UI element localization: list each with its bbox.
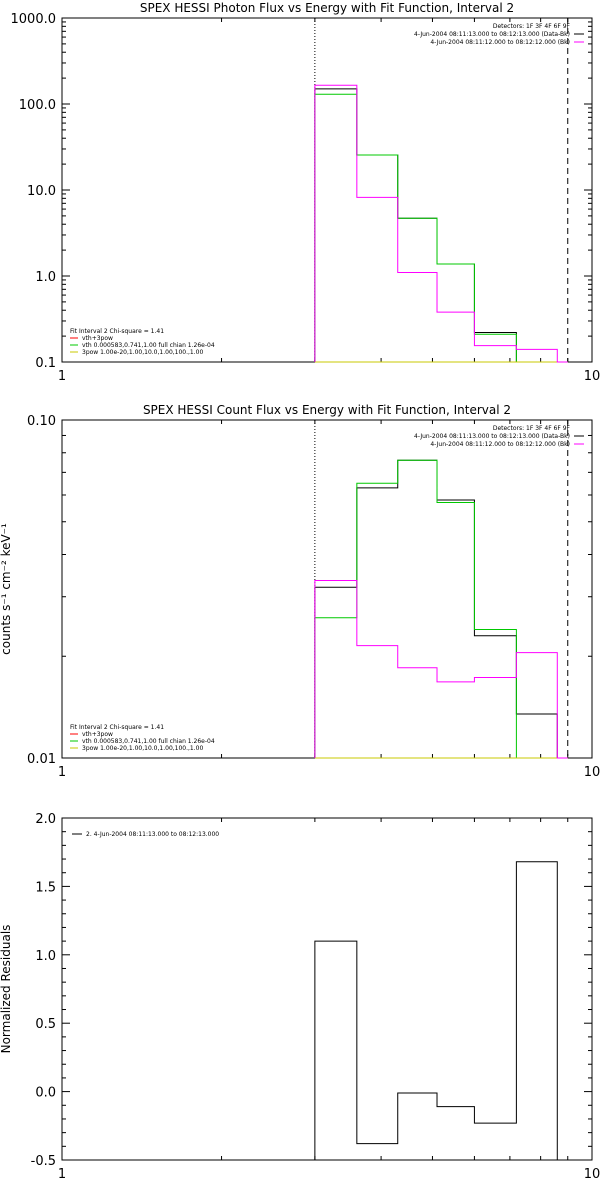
- plot-frame: [61, 419, 593, 759]
- y-tick-label: 100.0: [19, 98, 56, 113]
- legend-entry: vth+3pow: [82, 335, 113, 342]
- legend-entry: Fit Interval 2 Chi-square = 1.41: [70, 328, 164, 335]
- y-tick-label: 0.1: [35, 356, 56, 371]
- x-tick-label: 10: [584, 1167, 600, 1182]
- y-tick-label: 0.10: [27, 414, 56, 429]
- legend-entry: 4-Jun-2004 08:11:12.000 to 08:12:12.000 …: [430, 39, 570, 46]
- x-tick-label: 1: [58, 765, 66, 780]
- y-axis-label: counts s⁻¹ cm⁻² keV⁻¹: [0, 523, 13, 655]
- legend-entry: vth 0.000583,0.741,1.00 full chian 1.26e…: [82, 738, 215, 745]
- legend-entry: Detectors: 1F 3F 4F 6F 9F: [493, 425, 571, 432]
- y-tick-label: 0.0: [35, 1086, 56, 1101]
- legend-entry: Fit Interval 2 Chi-square = 1.41: [70, 724, 164, 731]
- y-tick-label: -0.5: [31, 1154, 56, 1169]
- panel-2: SPEX HESSI Count Flux vs Energy with Fit…: [0, 403, 600, 780]
- panel-1: SPEX HESSI Photon Flux vs Energy with Fi…: [11, 1, 600, 384]
- y-tick-label: 10.0: [27, 184, 56, 199]
- y-axis-label: Normalized Residuals: [0, 925, 13, 1054]
- x-tick-label: 1: [58, 1167, 66, 1182]
- series-step-line-2: [314, 93, 568, 363]
- chart-title: SPEX HESSI Photon Flux vs Energy with Fi…: [140, 1, 514, 15]
- legend-entry: 4-Jun-2004 08:11:12.000 to 08:12:12.000 …: [430, 441, 570, 448]
- legend-entry: 3pow 1.00e-20,1.00,10.0,1.00,100.,1.00: [82, 745, 203, 752]
- y-tick-label: 1.0: [35, 270, 56, 285]
- x-tick-label: 10: [584, 369, 600, 384]
- y-tick-label: 1000.0: [11, 12, 57, 27]
- chart-title: SPEX HESSI Count Flux vs Energy with Fit…: [143, 403, 511, 417]
- legend-entry: 2. 4-Jun-2004 08:11:13.000 to 08:12:13.0…: [86, 831, 219, 838]
- series-step-line-4: [314, 84, 568, 363]
- y-tick-label: 2.0: [35, 812, 56, 827]
- series-step-line-2: [314, 459, 568, 759]
- series-step-line-4: [314, 580, 568, 759]
- panel-3: Normalized Residuals 1 10 -0.5 0.0 0.5 1.0 1.5 2…: [0, 812, 600, 1182]
- y-tick-label: 1.0: [35, 949, 56, 964]
- series-step-line-1: [314, 88, 568, 363]
- legend-entry: vth 0.000583,0.741,1.00 full chian 1.26e…: [82, 342, 215, 349]
- legend-entry: vth+3pow: [82, 731, 113, 738]
- x-tick-label: 10: [584, 765, 600, 780]
- y-tick-label: 1.5: [35, 880, 56, 895]
- plot-frame: [61, 17, 593, 363]
- y-tick-label: 0.01: [27, 752, 56, 767]
- series-step-line-1: [314, 459, 568, 759]
- series-step-line-1: [314, 861, 568, 1161]
- legend-entry: 4-Jun-2004 08:11:13.000 to 08:12:13.000 …: [414, 433, 570, 440]
- x-tick-label: 1: [58, 369, 66, 384]
- y-tick-label: 0.5: [35, 1017, 56, 1032]
- legend-entry: 3pow 1.00e-20,1.00,10.0,1.00,100.,1.00: [82, 349, 203, 356]
- legend-entry: 4-Jun-2004 08:11:13.000 to 08:12:13.000 …: [414, 31, 570, 38]
- plot-frame: [61, 817, 593, 1161]
- legend-entry: Detectors: 1F 3F 4F 6F 9F: [493, 23, 571, 30]
